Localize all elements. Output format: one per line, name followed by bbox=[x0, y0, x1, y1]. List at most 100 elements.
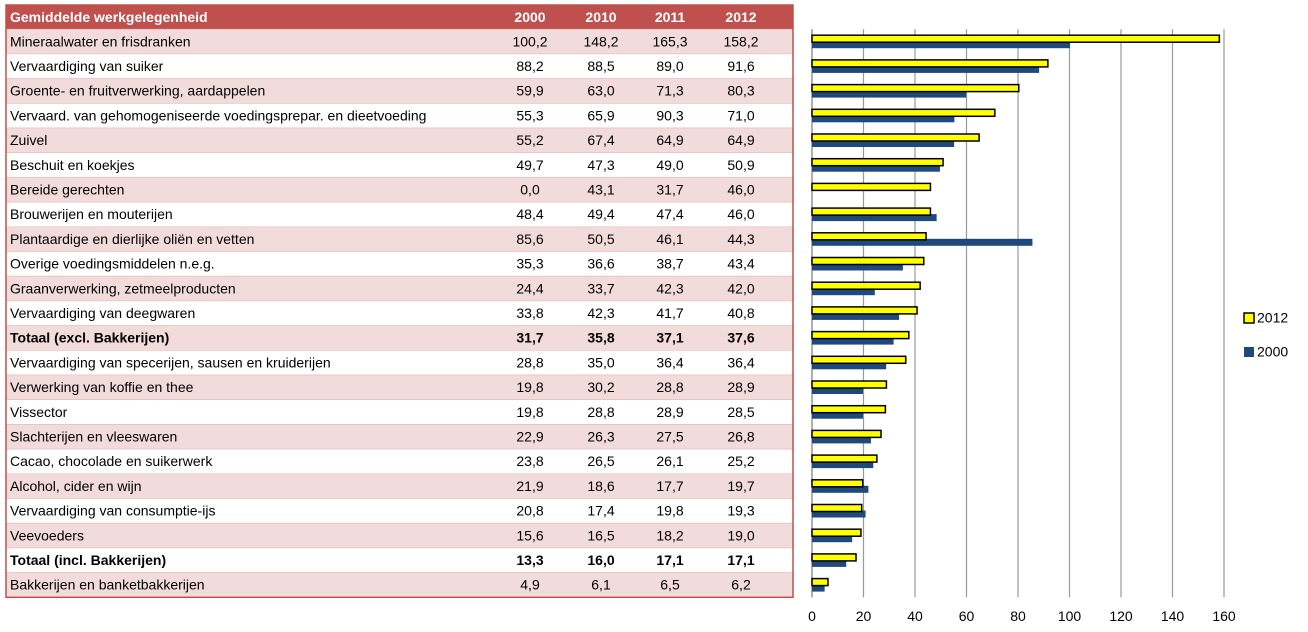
bar bbox=[812, 90, 967, 98]
table-cell: 47,4 bbox=[656, 206, 683, 222]
bar bbox=[811, 553, 857, 562]
table-cell: 0,0 bbox=[520, 181, 540, 197]
table-cell: 6,2 bbox=[731, 577, 751, 593]
table-header-cell: 2000 bbox=[514, 9, 545, 25]
table-cell: Plantaardige en dierlijke oliën en vette… bbox=[10, 231, 254, 247]
bar bbox=[811, 330, 910, 340]
table-row-bg bbox=[5, 300, 794, 326]
table-cell: Vervaard. van gehomogeniseerde voedingsp… bbox=[10, 107, 426, 123]
table-cell: 19,0 bbox=[727, 527, 754, 543]
bar bbox=[812, 312, 900, 320]
table-cell: 6,5 bbox=[660, 577, 680, 593]
table-cell: 37,1 bbox=[656, 330, 683, 346]
table-cell: 15,6 bbox=[516, 527, 543, 543]
table-cell: Groente- en fruitverwerking, aardappelen bbox=[10, 83, 265, 99]
legend-swatch bbox=[1243, 312, 1255, 324]
table-cell: 28,8 bbox=[516, 354, 543, 370]
table-cell: 26,1 bbox=[656, 453, 683, 469]
table-cell: 26,5 bbox=[587, 453, 614, 469]
bar bbox=[811, 306, 918, 315]
table-cell: 50,9 bbox=[727, 157, 754, 173]
table-cell: 17,1 bbox=[656, 552, 683, 568]
table-cell: 64,9 bbox=[727, 132, 754, 148]
table-row-bg bbox=[5, 522, 794, 549]
table-cell: 88,2 bbox=[516, 58, 543, 74]
table-cell: 38,7 bbox=[656, 256, 683, 272]
table-cell: 26,3 bbox=[587, 428, 614, 444]
table-row-bg bbox=[5, 473, 794, 499]
table-cell: 19,7 bbox=[727, 478, 754, 494]
table-cell: 71,3 bbox=[656, 83, 683, 99]
x-tick-label: 20 bbox=[856, 608, 872, 624]
bar bbox=[811, 182, 932, 192]
table-cell: Verwerking van koffie en thee bbox=[10, 379, 194, 395]
table-cell: 23,8 bbox=[516, 453, 543, 469]
table-cell: 20,8 bbox=[516, 503, 543, 519]
x-tick-label: 100 bbox=[1058, 608, 1082, 624]
table-cell: 89,0 bbox=[656, 58, 683, 74]
bar bbox=[812, 387, 863, 394]
table-cell: 28,5 bbox=[727, 404, 754, 420]
table-cell: 36,6 bbox=[587, 256, 614, 272]
table-cell: Vissector bbox=[10, 404, 68, 420]
table-cell: 6,1 bbox=[591, 577, 611, 593]
bar bbox=[811, 157, 944, 167]
bar bbox=[812, 288, 875, 296]
table-row-bg bbox=[5, 498, 794, 524]
bar bbox=[812, 584, 825, 592]
table-cell: Vervaardiging van deegwaren bbox=[10, 305, 195, 321]
table-cell: 49,0 bbox=[656, 157, 683, 173]
table-header-cell: 2011 bbox=[655, 9, 686, 25]
bar bbox=[811, 429, 882, 439]
table-cell: 19,8 bbox=[656, 503, 683, 519]
table-cell: 91,6 bbox=[727, 58, 754, 74]
table-row-bg bbox=[5, 399, 794, 425]
table-cell: Totaal (incl. Bakkerijen) bbox=[10, 552, 166, 568]
table-cell: 35,0 bbox=[587, 354, 614, 370]
table-cell: Slachterijen en vleeswaren bbox=[10, 428, 177, 444]
table-cell: 35,8 bbox=[587, 330, 614, 346]
table-cell: 43,4 bbox=[727, 256, 754, 272]
table-cell: 19,8 bbox=[516, 404, 543, 420]
bar bbox=[811, 232, 927, 241]
table-row-bg bbox=[5, 424, 794, 450]
table-cell: 42,0 bbox=[727, 280, 754, 296]
table-cell: 37,6 bbox=[727, 330, 754, 346]
table-cell: 17,4 bbox=[587, 503, 614, 519]
table-row-bg bbox=[5, 349, 794, 376]
table-cell: 28,8 bbox=[656, 379, 683, 395]
bar bbox=[812, 411, 863, 419]
table-cell: 90,3 bbox=[656, 107, 683, 123]
x-tick-label: 160 bbox=[1212, 608, 1236, 624]
legend-swatch bbox=[1244, 347, 1254, 357]
table-cell: 41,7 bbox=[656, 305, 683, 321]
bar bbox=[812, 436, 871, 444]
bar bbox=[811, 133, 980, 142]
x-tick-label: 80 bbox=[1010, 608, 1026, 624]
table-cell: 42,3 bbox=[587, 305, 614, 321]
table-row-bg bbox=[5, 28, 794, 55]
table-cell: Bereide gerechten bbox=[10, 181, 124, 197]
bar bbox=[811, 59, 1049, 68]
table-cell: 16,5 bbox=[587, 527, 614, 543]
table-cell: 47,3 bbox=[587, 157, 614, 173]
table-cell: 158,2 bbox=[723, 33, 758, 49]
x-tick-label: 0 bbox=[808, 608, 816, 624]
bar bbox=[811, 454, 878, 463]
table-cell: 40,8 bbox=[727, 305, 754, 321]
table-cell: Brouwerijen en mouterijen bbox=[10, 206, 173, 222]
table-cell: 36,4 bbox=[727, 354, 754, 370]
bar bbox=[811, 256, 925, 266]
table-cell: 50,5 bbox=[587, 231, 614, 247]
bar bbox=[812, 238, 1033, 246]
legend-label: 2012 bbox=[1257, 310, 1288, 326]
bar bbox=[811, 479, 864, 488]
table-cell: 165,3 bbox=[652, 33, 687, 49]
bar bbox=[811, 503, 863, 513]
table-cell: Vervaardiging van consumptie-ijs bbox=[10, 503, 215, 519]
table-header-cell: Gemiddelde werkgelegenheid bbox=[10, 9, 208, 25]
table-cell: 28,9 bbox=[727, 379, 754, 395]
table-cell: 28,8 bbox=[587, 404, 614, 420]
table-cell: 148,2 bbox=[583, 33, 618, 49]
